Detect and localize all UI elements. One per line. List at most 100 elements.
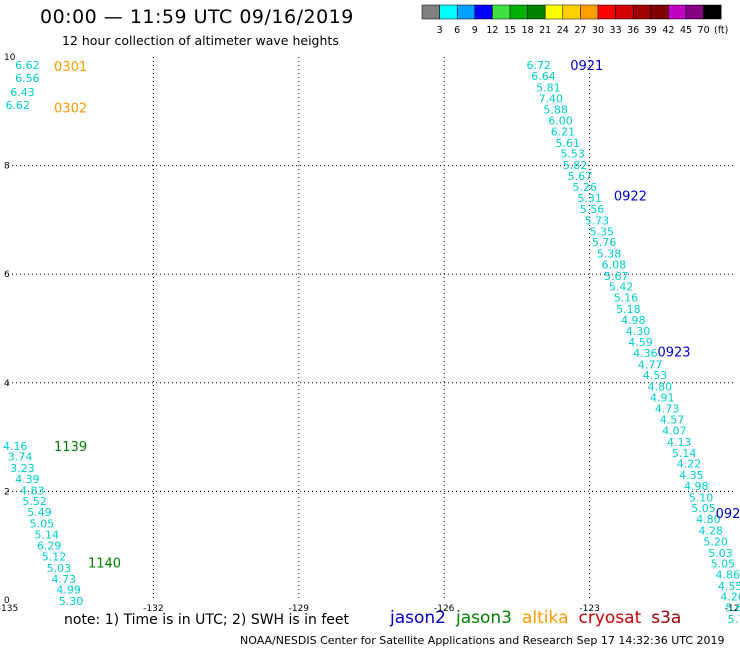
wave-height-point: 5.88 bbox=[543, 104, 568, 117]
legend-label: 6 bbox=[454, 25, 460, 36]
wave-height-point: 6.56 bbox=[15, 72, 40, 85]
wave-height-point: 5.10 bbox=[689, 491, 714, 504]
wave-height-point: 5.18 bbox=[616, 303, 641, 316]
wave-height-point: 5.73 bbox=[585, 214, 610, 227]
y-tick-label: 8 bbox=[4, 162, 10, 172]
x-tick-label: -126 bbox=[434, 604, 455, 614]
wave-height-point: 6.72 bbox=[526, 59, 551, 72]
wave-height-point: 5.12 bbox=[42, 551, 67, 564]
wave-height-point: 6.62 bbox=[15, 59, 40, 72]
satellite-altika: altika bbox=[522, 608, 569, 628]
wave-height-point: 4.30 bbox=[626, 325, 651, 338]
wave-height-point: 5.05 bbox=[30, 517, 55, 530]
x-tick-label: -123 bbox=[579, 604, 599, 614]
legend-label: 3 bbox=[437, 25, 443, 36]
x-tick-label: -132 bbox=[143, 604, 163, 614]
track-time-label: 0922 bbox=[614, 189, 647, 204]
wave-height-point: 7.40 bbox=[539, 92, 564, 105]
satellite-legend: jason2 jason3 altika cryosat s3a bbox=[390, 608, 691, 628]
wave-height-point: 4.80 bbox=[696, 513, 721, 526]
wave-height-point: 4.99 bbox=[56, 584, 81, 597]
wave-height-point: 4.57 bbox=[660, 414, 685, 427]
wave-height-point: 4.36 bbox=[633, 347, 658, 360]
wave-height-point: 6.64 bbox=[531, 70, 556, 83]
legend-label: 24 bbox=[557, 25, 569, 36]
satellite-s3a: s3a bbox=[651, 608, 682, 628]
y-tick-label: 0 bbox=[4, 596, 10, 606]
satellite-jason2: jason2 bbox=[390, 608, 446, 628]
legend-label: 9 bbox=[472, 25, 478, 36]
x-tick-label: -120 bbox=[725, 604, 740, 614]
wave-height-point: 5.05 bbox=[691, 502, 716, 515]
chart-title: 00:00 — 11:59 UTC 09/16/2019 bbox=[40, 6, 354, 28]
y-tick-label: 6 bbox=[4, 270, 10, 280]
wave-height-point: 4.77 bbox=[638, 358, 663, 371]
wave-height-point: 5.38 bbox=[597, 248, 622, 261]
color-scale-legend: 3 6 9 12 15 18 21 24 27 30 33 36 39 42 45 70 (ft) bbox=[421, 4, 728, 36]
x-tick-label: -135 bbox=[0, 604, 18, 614]
wave-height-point: 6.62 bbox=[5, 99, 30, 112]
legend-label: 39 bbox=[645, 25, 657, 36]
wave-height-point: 5.56 bbox=[580, 203, 605, 216]
legend-label: 36 bbox=[627, 25, 639, 36]
legend-swatch bbox=[703, 4, 722, 20]
legend-label: 18 bbox=[522, 25, 534, 36]
wave-height-point: 6.08 bbox=[602, 258, 627, 271]
legend-label: 12 bbox=[486, 25, 498, 36]
x-tick-label: -129 bbox=[289, 604, 310, 614]
track-time-label: 1139 bbox=[54, 440, 87, 455]
wave-height-point: 5.31 bbox=[577, 192, 602, 205]
wave-height-point: 5.16 bbox=[614, 292, 639, 305]
wave-height-point: 5.49 bbox=[27, 506, 52, 519]
wave-height-point: 5.52 bbox=[22, 495, 47, 508]
wave-height-point: 4.26 bbox=[720, 591, 740, 604]
wave-height-point: 6.29 bbox=[37, 540, 62, 553]
wave-height-point: 5.76 bbox=[592, 236, 617, 249]
track-time-label: 0302 bbox=[54, 101, 87, 116]
wave-height-point: 5.67 bbox=[568, 170, 593, 183]
wave-height-point: 4.73 bbox=[51, 573, 76, 586]
wave-height-point: 4.22 bbox=[677, 458, 702, 471]
wave-height-point: 5.05 bbox=[711, 558, 736, 571]
chart-subtitle: 12 hour collection of altimeter wave hei… bbox=[62, 33, 339, 48]
wave-height-point: 4.39 bbox=[15, 473, 40, 486]
legend-label: 45 bbox=[680, 25, 692, 36]
wave-height-point: 4.98 bbox=[684, 480, 709, 493]
wave-height-point: 5.82 bbox=[563, 159, 588, 172]
wave-height-point: 6.21 bbox=[551, 125, 576, 138]
legend-label: 70 bbox=[698, 25, 710, 36]
wave-height-point: 4.53 bbox=[643, 369, 668, 382]
legend-label: 33 bbox=[610, 25, 622, 36]
wave-height-point: 5.30 bbox=[59, 595, 84, 608]
track-time-label: 0921 bbox=[570, 59, 603, 74]
wave-height-point: 3.74 bbox=[8, 451, 33, 464]
wave-height-point: 5.35 bbox=[589, 225, 614, 238]
wave-height-point: 4.98 bbox=[621, 314, 646, 327]
wave-height-point: 4.16 bbox=[3, 440, 28, 453]
wave-height-point: 5.53 bbox=[560, 148, 585, 161]
wave-height-point: 4.28 bbox=[699, 524, 724, 537]
wave-height-point: 4.13 bbox=[667, 436, 692, 449]
footer-credit: NOAA/NESDIS Center for Satellite Applica… bbox=[240, 634, 725, 647]
legend-label: 30 bbox=[592, 25, 604, 36]
wave-height-point: 5.67 bbox=[604, 270, 629, 283]
wave-height-point: 5.42 bbox=[609, 281, 634, 294]
wave-height-point: 4.59 bbox=[628, 336, 653, 349]
y-tick-label: 10 bbox=[4, 53, 16, 63]
wave-height-point: 4.80 bbox=[648, 381, 673, 394]
legend-label: 15 bbox=[504, 25, 516, 36]
y-tick-label: 4 bbox=[4, 379, 10, 389]
wave-height-point: 5.14 bbox=[672, 447, 697, 460]
wave-height-point: 5.75 bbox=[728, 613, 740, 626]
wave-height-point: 3.23 bbox=[10, 462, 35, 475]
satellite-cryosat: cryosat bbox=[578, 608, 642, 628]
track-time-label: 092 bbox=[716, 507, 740, 522]
wave-height-point: 4.55 bbox=[718, 580, 740, 593]
wave-height-point: 5.26 bbox=[573, 181, 598, 194]
wave-height-point: 5.61 bbox=[556, 137, 581, 150]
wave-height-point: 5.03 bbox=[47, 562, 72, 575]
legend-label: 42 bbox=[662, 25, 674, 36]
wave-height-point: 6.43 bbox=[10, 86, 35, 99]
wave-height-point: 5.68 bbox=[725, 602, 740, 615]
